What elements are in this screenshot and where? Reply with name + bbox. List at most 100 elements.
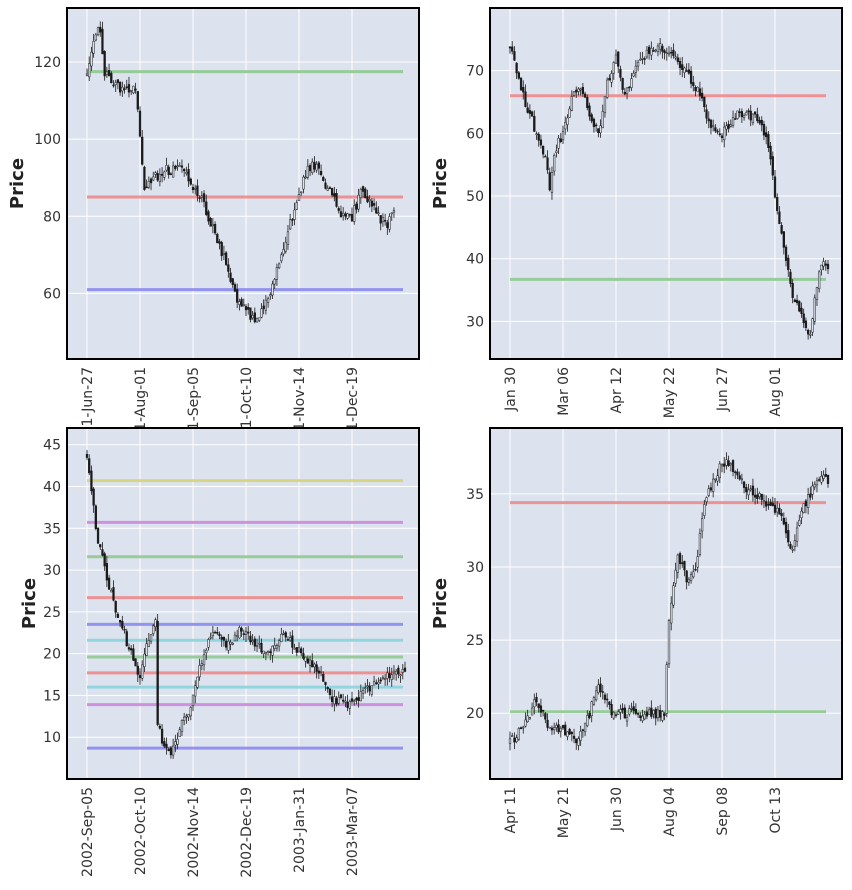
candle-body [386,672,389,679]
candle-body [160,728,164,744]
candle-body [738,475,741,480]
candle-body [705,109,708,119]
candle-body [156,620,159,725]
candle-body [716,130,719,133]
candle-body [313,663,316,668]
candle-body [375,207,378,214]
candle-body [818,479,821,481]
candle-body [319,170,323,175]
candle-body [791,282,794,298]
candle-body [383,220,387,222]
candle-body [167,166,170,175]
candle-body [678,60,682,68]
candle-body [718,463,721,479]
candle-body [165,743,168,749]
candle-body [577,738,580,746]
candle-body [110,72,113,84]
candle-body [185,715,188,718]
candle-body [231,643,234,645]
candle-body [614,54,618,64]
candle-body [716,475,719,482]
candle-body [647,709,651,715]
candle-body [399,674,402,676]
candle-body [661,45,664,52]
candle-body [183,168,186,172]
candle-body [244,306,248,311]
candle-body [515,737,518,742]
candle-body [603,694,607,700]
candle-body [260,642,263,653]
candle-body [275,267,279,280]
candle-body [107,70,111,77]
candle-body [390,674,393,680]
candle-body [559,138,562,142]
candle-body [271,645,274,656]
candle-body [723,463,726,467]
candle-body [96,527,100,544]
candle-body [291,635,294,648]
candle-body [233,634,237,642]
candle-body [322,673,325,682]
candle-body [264,299,268,311]
candle-body [397,667,400,675]
candle-body [594,690,598,701]
candle-body [315,664,318,672]
candle-body [375,682,378,685]
candle-body [667,52,671,55]
y-tick-label: 30 [43,563,61,579]
candle-body [760,120,763,126]
candle-body [586,97,589,109]
candle-body [134,658,137,667]
candle-body [187,714,190,718]
candle-body [588,713,591,718]
candle-body [282,249,285,255]
candle-body [105,563,109,581]
x-tick-labels: Apr 11 May 21 Jun 30 Aug 04 Sep 08 Oct 13 [503,787,784,838]
candle-body [118,81,122,93]
candle-body [107,577,111,590]
candle-body [654,49,657,52]
candle-body [322,176,325,181]
candle-body [667,620,671,665]
candle-body [136,665,139,675]
candle-body [773,176,777,198]
candle-body [566,117,569,125]
candle-body [714,478,717,481]
candle-body [581,729,585,731]
plot-frame [66,427,420,780]
x-tick-label: Mar 06 [556,367,572,416]
candle-body [802,503,805,513]
candle-body [353,205,356,222]
candle-body [745,112,748,116]
candle-body [238,627,241,639]
candle-body [709,119,713,128]
candle-body [811,318,814,333]
x-tick-labels: Jan 30 Mar 06 Apr 12 May 22 Jun 27 Aug 01 [503,367,784,418]
candle-body [209,218,212,227]
candle-body [110,590,113,593]
candle-body [665,664,668,714]
candle-body [171,165,175,178]
candle-body [284,632,287,638]
candle-body [143,166,146,190]
candle-body [357,194,360,210]
candle-body [366,196,369,203]
candle-body [641,58,644,60]
candle-body [282,633,285,635]
y-tick-label: 40 [466,252,484,268]
candle-body [645,711,649,717]
candle-body [522,87,525,93]
candle-body [269,294,272,297]
candle-body [590,701,593,717]
candle-body [804,320,808,328]
y-tick-label: 80 [43,209,61,225]
candle-body [793,299,797,303]
candle-body [555,725,558,728]
candle-body [765,501,768,507]
candle-body [165,165,168,171]
candle-body [530,111,534,117]
candle-body [778,211,781,224]
candle-body [597,128,600,134]
candle-body [820,476,823,483]
candle-body [731,117,735,126]
